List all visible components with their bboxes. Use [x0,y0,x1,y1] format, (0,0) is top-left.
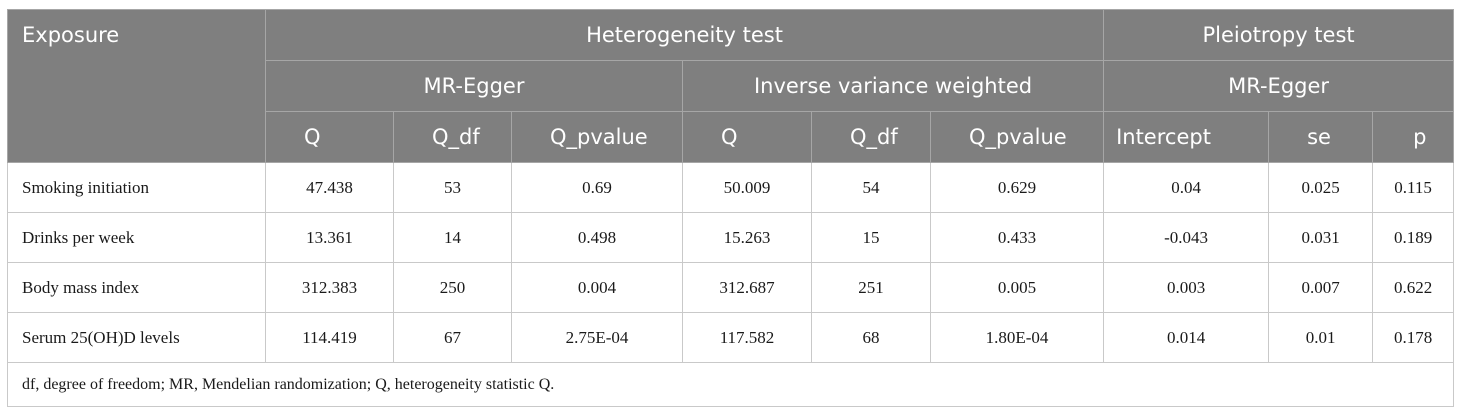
table-cell: 0.025 [1268,162,1374,213]
table-body: Smoking initiation 47.438 53 0.69 50.009… [6,162,1455,407]
table-cell: 50.009 [682,162,812,213]
table-cell: 15 [811,212,931,263]
table-cell: 117.582 [682,312,812,363]
results-table-container: Exposure Heterogeneity test Pleiotropy t… [6,9,1455,407]
table-cell: 0.007 [1268,262,1374,313]
table-cell: 0.01 [1268,312,1374,363]
table-cell: 0.189 [1372,212,1455,263]
col-header-ivw-q-pvalue: Q_pvalue [929,111,1105,163]
table-cell: 14 [393,212,512,263]
header-heterogeneity-test: Heterogeneity test [264,9,1105,61]
table-cell: 0.115 [1372,162,1455,213]
table-cell: 0.014 [1103,312,1270,363]
table-row: Drinks per week 13.361 14 0.498 15.263 1… [7,212,1455,263]
table-cell: 47.438 [265,162,394,213]
table-cell: 0.005 [929,262,1105,313]
table-cell: 251 [811,262,931,313]
col-header-intercept: Intercept [1103,111,1270,163]
table-cell: 312.687 [682,262,812,313]
table-cell: 68 [811,312,931,363]
table-cell: 0.004 [511,262,683,313]
table-row: Body mass index 312.383 250 0.004 312.68… [7,262,1455,313]
col-header-q-df: Q_df [393,111,512,163]
table-cell: 250 [393,262,512,313]
table-row: Smoking initiation 47.438 53 0.69 50.009… [7,162,1455,213]
exposure-name: Serum 25(OH)D levels [7,312,266,363]
table-cell: 0.498 [511,212,683,263]
table-cell: -0.043 [1103,212,1270,263]
col-header-q-pvalue: Q_pvalue [511,111,683,163]
header-pleiotropy-test: Pleiotropy test [1103,9,1455,61]
exposure-name: Body mass index [7,262,266,313]
table-cell: 0.04 [1103,162,1270,213]
table-cell: 0.003 [1103,262,1270,313]
exposure-name: Drinks per week [7,212,266,263]
header-exposure: Exposure [7,9,266,163]
table-cell: 0.69 [511,162,683,213]
table-footnote: df, degree of freedom; MR, Mendelian ran… [6,362,1455,407]
table-cell: 67 [393,312,512,363]
exposure-name: Smoking initiation [7,162,266,213]
table-cell: 312.383 [265,262,394,313]
table-cell: 15.263 [682,212,812,263]
table-header: Exposure Heterogeneity test Pleiotropy t… [7,9,1455,163]
table-cell: 114.419 [265,312,394,363]
col-header-se: se [1268,111,1374,163]
col-header-p: p [1372,111,1455,163]
table-cell: 0.622 [1372,262,1455,313]
header-mr-egger-heterogeneity: MR-Egger [265,60,683,112]
table-cell: 13.361 [265,212,394,263]
table-cell: 0.178 [1372,312,1455,363]
table-cell: 54 [811,162,931,213]
table-cell: 0.031 [1268,212,1374,263]
table-cell: 0.629 [929,162,1105,213]
table-cell: 53 [393,162,512,213]
results-table: Exposure Heterogeneity test Pleiotropy t… [6,9,1455,407]
footnote-row: df, degree of freedom; MR, Mendelian ran… [6,362,1455,407]
table-cell: 0.433 [929,212,1105,263]
table-row: Serum 25(OH)D levels 114.419 67 2.75E-04… [7,312,1455,363]
header-mr-egger-pleiotropy: MR-Egger [1103,60,1455,112]
header-inverse-variance-weighted: Inverse variance weighted [681,60,1105,112]
col-header-q: Q [265,111,394,163]
col-header-ivw-q: Q [682,111,812,163]
table-cell: 1.80E-04 [929,312,1105,363]
col-header-ivw-q-df: Q_df [811,111,931,163]
table-cell: 2.75E-04 [511,312,683,363]
